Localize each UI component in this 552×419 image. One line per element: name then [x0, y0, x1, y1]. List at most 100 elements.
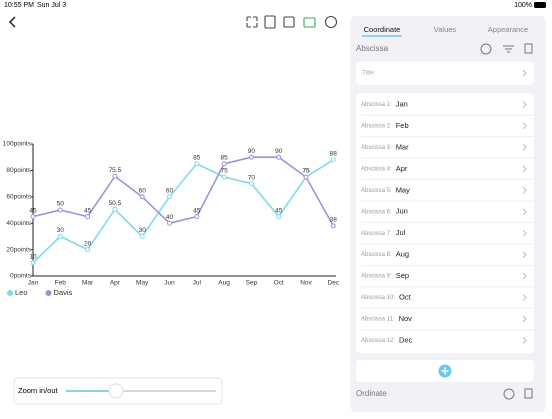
data-point — [167, 194, 172, 200]
y-tick-label: 80points — [6, 167, 31, 174]
x-tick-label: Oct — [274, 280, 284, 287]
x-tick-label: Jul — [193, 280, 202, 287]
y-tick-label: 0points — [10, 273, 32, 280]
chevron — [522, 208, 527, 216]
abscissa-value[interactable]: Feb — [396, 121, 409, 130]
chevron — [522, 165, 527, 173]
y-tick-label: 100points — [3, 141, 32, 148]
chevron — [522, 186, 527, 194]
abscissa-value[interactable]: Mar — [396, 142, 409, 151]
data-point — [330, 157, 336, 163]
abscissa-label: Abscissa 2: — [361, 124, 392, 130]
data-label: 60 — [166, 188, 174, 195]
data-point — [248, 181, 254, 187]
tab[interactable]: Values — [434, 25, 457, 34]
data-point — [112, 173, 118, 179]
abscissa-label: Abscissa 1: — [361, 102, 392, 108]
data-point — [194, 214, 200, 220]
back-button[interactable] — [8, 16, 16, 28]
abscissa-label: Abscissa 8: — [361, 252, 392, 258]
data-label: 85 — [193, 155, 201, 162]
fullscreen-icon[interactable] — [246, 16, 258, 28]
x-tick-label: Jun — [164, 280, 175, 287]
data-label: 75 — [302, 168, 310, 175]
x-tick-label: Feb — [55, 280, 67, 287]
abscissa-label: Abscissa 10: — [361, 295, 395, 301]
data-point — [194, 161, 200, 167]
abscissa-value[interactable]: Apr — [396, 164, 408, 173]
abscissa-value[interactable]: Dec — [399, 335, 413, 344]
abscissa-label: Abscissa 7: — [361, 231, 392, 237]
abscissa-value[interactable]: Jan — [396, 99, 408, 108]
data-label: 40 — [166, 214, 174, 221]
chevron — [522, 122, 527, 130]
data-label: 30 — [57, 227, 65, 234]
series-line — [32, 159, 334, 264]
status-date: Sun Jul 3 — [37, 2, 66, 9]
chevron — [522, 101, 527, 108]
data-point — [330, 223, 336, 229]
data-label: 85 — [220, 155, 228, 162]
abscissa-label: Abscissa 4: — [361, 166, 392, 172]
data-label: 10 — [29, 254, 37, 261]
footer-section: Ordinate — [356, 389, 387, 398]
data-label: 50 — [57, 201, 65, 208]
abscissa-value[interactable]: Sep — [396, 271, 409, 280]
abscissa-label: Abscissa 3: — [361, 145, 392, 151]
zoom-thumb[interactable] — [108, 383, 124, 399]
zoom-label: Zoom in/out — [18, 386, 59, 395]
tab[interactable]: Appearance — [488, 25, 528, 34]
data-point — [112, 206, 118, 212]
title-row[interactable]: Title — [362, 70, 374, 77]
chevron — [522, 251, 527, 259]
abscissa-label: Abscissa 11: — [361, 317, 395, 323]
sort-button[interactable] — [503, 45, 514, 53]
plus — [441, 367, 449, 375]
save-icon[interactable] — [283, 16, 295, 28]
x-tick-label: May — [136, 280, 149, 287]
data-point — [30, 214, 36, 220]
abscissa-value[interactable]: Jul — [396, 228, 406, 237]
status-battery: 100% — [514, 2, 532, 9]
abscissa-value[interactable]: Nov — [399, 314, 413, 323]
data-point — [276, 154, 282, 160]
abscissa-label: Abscissa 9: — [361, 274, 392, 280]
data-label: 70 — [248, 174, 256, 181]
section-title: Abscissa — [356, 44, 389, 53]
data-label: 38 — [330, 217, 338, 224]
y-tick-label: 60points — [6, 194, 31, 201]
abscissa-value[interactable]: Jun — [396, 207, 408, 216]
data-label: 75.5 — [109, 167, 122, 174]
chevron — [522, 294, 527, 301]
legend-label: Leo — [15, 288, 28, 297]
tab[interactable]: Coordinate — [364, 25, 401, 34]
export-icon[interactable] — [264, 15, 276, 29]
data-point — [221, 174, 227, 180]
data-label: 45 — [275, 207, 283, 214]
y-tick-label: 40points — [6, 220, 31, 227]
chevron — [522, 69, 527, 77]
data-label: 45 — [193, 207, 201, 214]
data-label: 30 — [139, 227, 147, 234]
data-label: 90 — [248, 148, 256, 155]
add-button[interactable] — [503, 388, 515, 400]
legend-swatch — [45, 290, 52, 296]
delete-button[interactable] — [524, 43, 533, 54]
add-button[interactable] — [480, 43, 492, 55]
title-card — [356, 62, 534, 85]
help-icon[interactable] — [324, 15, 338, 29]
data-point — [139, 233, 145, 239]
data-label: 88 — [330, 151, 338, 158]
image-icon[interactable] — [303, 17, 316, 28]
abscissa-value[interactable]: May — [396, 185, 410, 194]
delete-button[interactable] — [524, 388, 533, 399]
data-label: 45 — [84, 207, 92, 214]
abscissa-value[interactable]: Aug — [396, 250, 409, 259]
x-tick-label: Mar — [82, 280, 94, 287]
data-label: 45 — [29, 207, 37, 214]
data-point — [30, 260, 36, 266]
abscissa-card — [356, 93, 534, 353]
abscissa-value[interactable]: Oct — [399, 293, 412, 302]
